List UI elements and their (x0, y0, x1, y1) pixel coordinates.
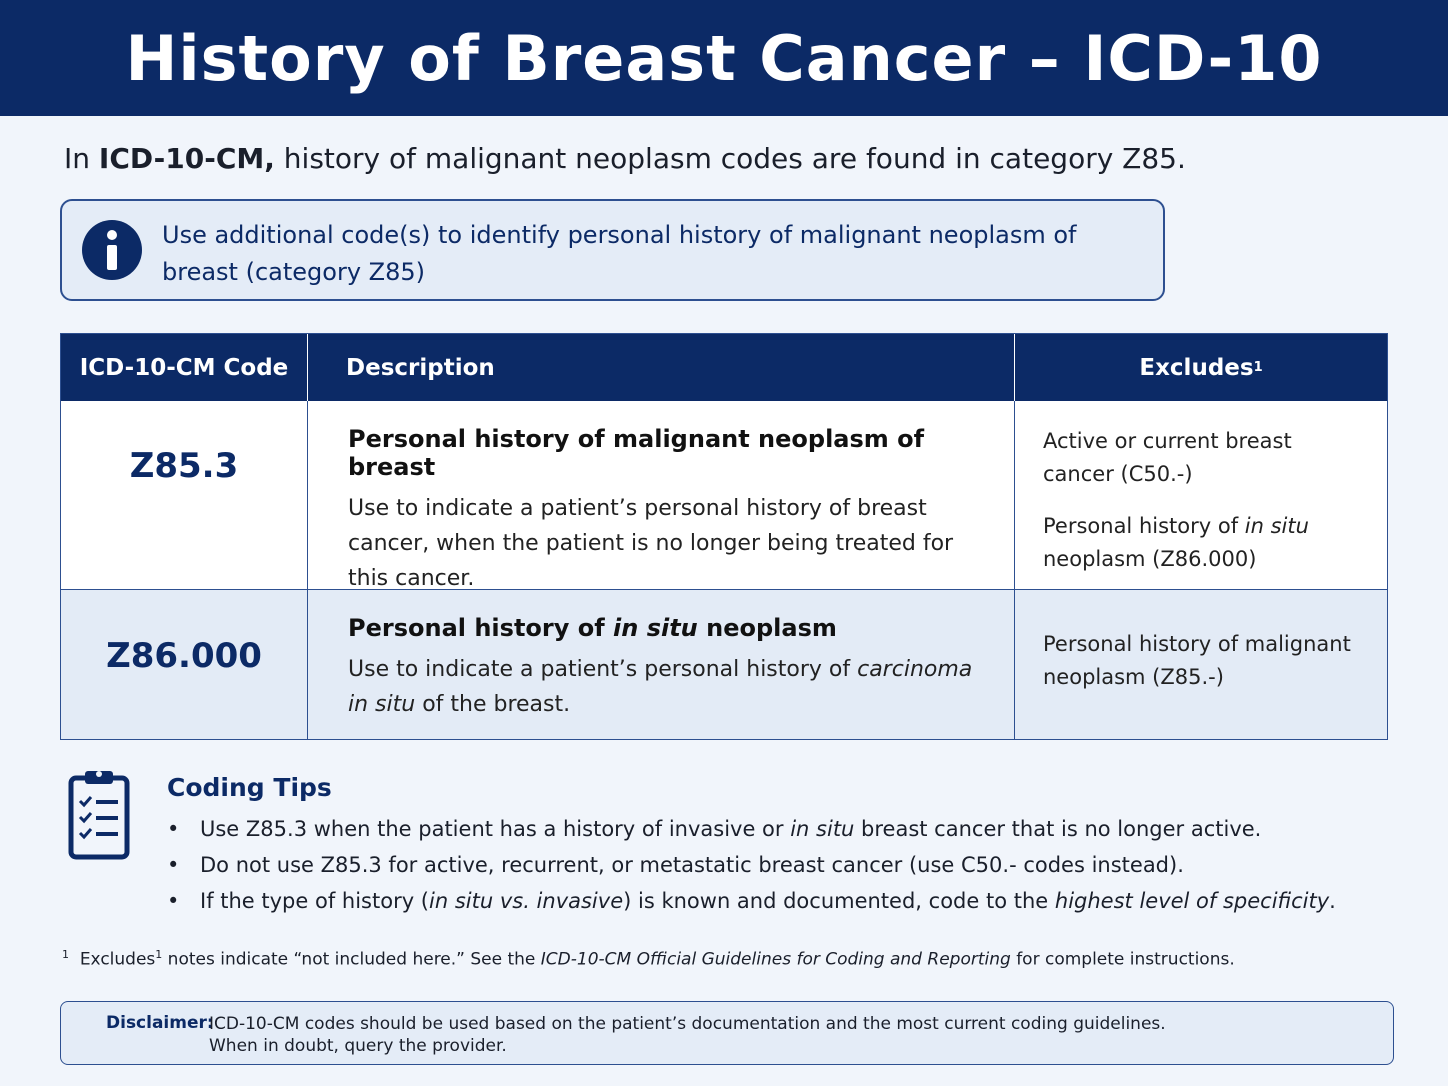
clipboard-checklist-icon (68, 771, 130, 860)
header-excludes-sup: 1 (1253, 360, 1263, 375)
disclaimer-text: ICD-10-CM codes should be used based on … (209, 1013, 1359, 1057)
disclaimer-line: When in doubt, query the provider. (209, 1036, 507, 1056)
footnote-text: for complete instructions. (1010, 949, 1235, 970)
description-title: Personal history of in situ neoplasm (348, 614, 984, 642)
header-excludes: Excludes 1 (1014, 334, 1387, 401)
excludes-item: Active or current breast cancer (C50.-) (1043, 429, 1292, 486)
footnote-italic: ICD-10-CM Official Guidelines for Coding… (540, 949, 1011, 970)
excludes-item: Personal history of malignant neoplasm (… (1043, 632, 1351, 689)
bullet: • (167, 853, 180, 877)
tip-text: ) is known and documented, code to the (623, 889, 1055, 913)
list-item: • Use Z85.3 when the patient has a histor… (167, 811, 1367, 847)
coding-tips-title: Coding Tips (167, 773, 332, 802)
table-row: Z85.3 Personal history of malignant neop… (61, 401, 1387, 591)
tip-text: . (1329, 889, 1336, 913)
excludes-text: Personal history of (1043, 514, 1245, 538)
list-item: • If the type of history (in situ vs. inv… (167, 883, 1367, 919)
coding-tips-list: • Use Z85.3 when the patient has a histor… (167, 811, 1367, 919)
info-callout: Use additional code(s) to identify perso… (60, 199, 1165, 301)
body-text: of the breast. (415, 692, 571, 717)
page-title: History of Breast Cancer – ICD-10 (125, 21, 1323, 95)
disclaimer-box: Disclaimer: ICD-10-CM codes should be us… (60, 1001, 1394, 1065)
intro-prefix: In (64, 142, 99, 175)
intro-rest: history of malignant neoplasm codes are … (274, 142, 1186, 175)
excludes-cell: Personal history of malignant neoplasm (… (1014, 590, 1387, 739)
code-cell: Z86.000 (106, 635, 262, 676)
intro-text: In ICD-10-CM, history of malignant neopl… (64, 142, 1186, 175)
body-text: Use to indicate a patient’s personal his… (348, 657, 858, 682)
tip-italic: in situ (790, 817, 855, 841)
header-description: Description (307, 334, 1014, 401)
description-title: Personal history of malignant neoplasm o… (348, 425, 925, 481)
tip-text: Use Z85.3 when the patient has a history… (200, 817, 791, 841)
footnote-sup: 1 (155, 948, 163, 961)
excludes-cell: Active or current breast cancer (C50.-) … (1014, 401, 1387, 589)
disclaimer-label: Disclaimer: (106, 1013, 214, 1033)
description-cell: Personal history of malignant neoplasm o… (307, 401, 1014, 591)
tip-italic: highest level of specificity (1054, 889, 1330, 913)
tip-text: If the type of history ( (200, 889, 430, 913)
title-text: Personal history of (348, 614, 614, 642)
title-banner: History of Breast Cancer – ICD-10 (0, 0, 1448, 116)
bullet: • (167, 889, 180, 913)
header-code: ICD-10-CM Code (79, 354, 289, 381)
title-italic: in situ (613, 614, 698, 642)
tip-italic: in situ vs. invasive (429, 889, 624, 913)
excludes-text: neoplasm (Z86.000) (1043, 547, 1257, 571)
code-cell: Z85.3 (129, 446, 239, 486)
description-cell: Personal history of in situ neoplasm Use… (307, 590, 1014, 739)
footnote-marker: 1 (62, 948, 69, 961)
footnote-text: notes indicate “not included here.” See … (162, 949, 541, 970)
info-icon (82, 220, 142, 280)
list-item: • Do not use Z85.3 for active, recurrent,… (167, 847, 1367, 883)
body-italic: carcinoma in situ (348, 657, 973, 717)
table-row: Z86.000 Personal history of in situ neop… (61, 590, 1387, 739)
intro-bold: ICD-10-CM, (98, 142, 275, 175)
icd-code-table: ICD-10-CM Code Description Excludes 1 Z85… (60, 333, 1388, 740)
tip-text: breast cancer that is no longer active. (854, 817, 1262, 841)
header-excludes-label: Excludes (1139, 354, 1254, 381)
footnote: 1 Excludes1 notes indicate “not included… (62, 948, 1235, 970)
tip-text: Do not use Z85.3 for active, recurrent, … (200, 853, 1184, 877)
info-callout-text: Use additional code(s) to identify perso… (162, 221, 1077, 286)
description-body: Use to indicate a patient’s personal his… (348, 652, 984, 722)
footnote-text: Excludes (79, 949, 156, 970)
excludes-item: Personal history of in situ neoplasm (Z8… (1043, 510, 1367, 576)
excludes-italic: in situ (1244, 514, 1309, 538)
title-text: neoplasm (697, 614, 837, 642)
table-header: ICD-10-CM Code Description Excludes 1 (61, 334, 1387, 401)
description-body: Use to indicate a patient’s personal his… (348, 496, 954, 591)
bullet: • (167, 817, 180, 841)
disclaimer-line: ICD-10-CM codes should be used based on … (209, 1014, 1166, 1034)
